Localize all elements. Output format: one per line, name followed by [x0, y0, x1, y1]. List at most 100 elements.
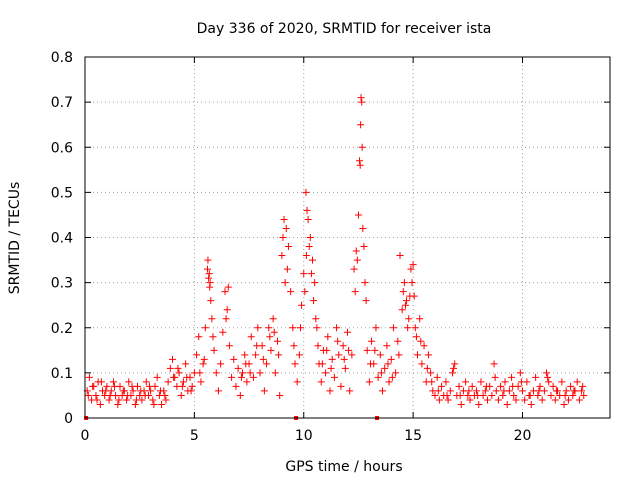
data-point — [153, 373, 161, 381]
tick-labels: 0 0.1 0.2 0.3 0.4 0.5 0.6 0.7 0.8 0 5 10 15 20 — [51, 50, 532, 444]
data-point — [363, 346, 371, 354]
data-point — [345, 346, 353, 354]
data-point — [423, 364, 431, 372]
data-point — [545, 378, 553, 386]
data-point — [209, 333, 217, 341]
data-point — [503, 400, 511, 408]
data-point — [444, 396, 452, 404]
data-point — [344, 328, 351, 336]
data-point — [260, 387, 268, 395]
data-point — [414, 351, 421, 359]
data-point — [178, 382, 186, 390]
data-point — [287, 288, 295, 296]
data-point — [265, 324, 273, 332]
data-point — [111, 382, 119, 390]
data-point — [579, 382, 587, 390]
data-point — [125, 378, 133, 386]
data-point — [427, 369, 435, 377]
data-point — [142, 378, 150, 386]
data-point — [462, 378, 470, 386]
data-point — [282, 224, 290, 232]
data-point — [322, 369, 330, 377]
data-point — [562, 387, 570, 395]
data-point — [266, 333, 274, 341]
data-point — [482, 382, 490, 390]
data-point — [327, 364, 335, 372]
data-point — [449, 369, 456, 377]
data-point — [353, 256, 361, 264]
x-tick-label: 15 — [404, 428, 422, 444]
data-point — [280, 215, 288, 223]
data-point — [129, 387, 137, 395]
data-point — [162, 396, 170, 404]
x-tick-label: 5 — [190, 428, 199, 444]
data-point — [330, 373, 338, 381]
data-point — [466, 396, 474, 404]
data-point — [303, 206, 311, 214]
data-point — [534, 391, 542, 399]
data-point — [455, 382, 463, 390]
axis-ticks — [84, 56, 610, 419]
data-point — [274, 337, 281, 345]
data-point — [270, 328, 278, 336]
data-point — [307, 270, 315, 278]
data-point — [360, 243, 368, 251]
data-point — [549, 382, 557, 390]
data-point — [313, 324, 321, 332]
data-point — [254, 324, 262, 332]
data-point — [335, 351, 343, 359]
y-tick-label: 0.5 — [51, 185, 73, 201]
y-tick-label: 0.2 — [51, 321, 73, 337]
data-point — [350, 265, 358, 273]
data-point — [131, 400, 139, 408]
data-point — [361, 279, 369, 287]
data-point — [339, 342, 347, 350]
data-point — [177, 391, 185, 399]
data-point — [224, 283, 232, 291]
data-point — [281, 279, 289, 287]
data-point — [501, 378, 509, 386]
data-point — [124, 391, 132, 399]
data-point — [92, 391, 100, 399]
data-point — [389, 324, 397, 332]
data-point — [409, 261, 417, 269]
data-point — [161, 391, 169, 399]
data-point — [267, 346, 275, 354]
data-point — [296, 324, 304, 332]
data-point — [96, 400, 104, 408]
data-point — [424, 351, 432, 359]
data-point — [141, 391, 149, 399]
data-point — [193, 351, 201, 359]
data-point — [352, 247, 360, 255]
data-point — [408, 279, 416, 287]
data-point — [399, 288, 407, 296]
data-point — [388, 373, 396, 381]
x-tick-label: 0 — [81, 428, 90, 444]
data-point — [225, 342, 233, 350]
data-points — [83, 94, 588, 420]
data-point — [535, 387, 543, 395]
data-point — [210, 346, 218, 354]
data-point — [256, 369, 264, 377]
data-point — [438, 382, 446, 390]
data-point — [252, 351, 260, 359]
data-point — [381, 364, 389, 372]
data-point — [551, 396, 559, 404]
data-point — [420, 342, 428, 350]
data-point — [477, 378, 485, 386]
y-tick-label: 0.3 — [51, 276, 73, 292]
data-point — [372, 324, 380, 332]
data-point — [412, 333, 420, 341]
data-point — [242, 360, 250, 368]
data-point — [484, 396, 491, 404]
data-point — [512, 396, 520, 404]
data-point — [492, 387, 500, 395]
data-point — [247, 333, 255, 341]
data-point — [431, 391, 439, 399]
data-point — [400, 279, 408, 287]
data-point — [580, 391, 588, 399]
data-point — [317, 378, 325, 386]
data-point — [283, 265, 291, 273]
data-point — [182, 360, 190, 368]
data-point — [102, 387, 110, 395]
